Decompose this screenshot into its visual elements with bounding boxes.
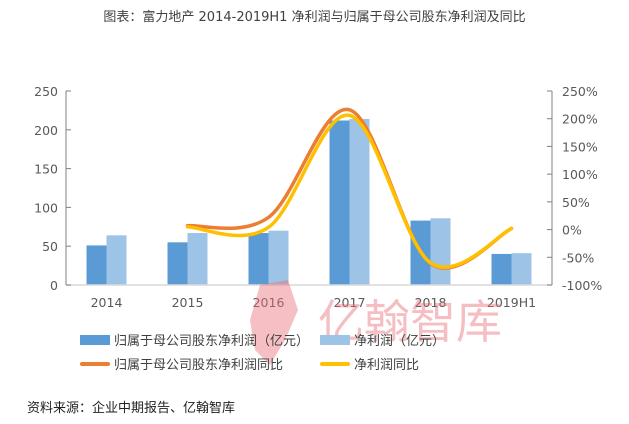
right-axis-tick-label: 150% xyxy=(562,139,598,154)
right-axis-tick-label: -100% xyxy=(562,278,602,293)
right-axis-tick-label: -50% xyxy=(562,250,594,265)
right-axis-tick-label: 0% xyxy=(562,223,582,238)
right-axis-tick-label: 250% xyxy=(562,84,598,99)
legend-label: 归属于母公司股东净利润（亿元） xyxy=(114,334,310,349)
chart-title: 图表：富力地产 2014-2019H1 净利润与归属于母公司股东净利润及同比 xyxy=(103,10,526,25)
source-note: 资料来源：企业中期报告、亿翰智库 xyxy=(27,401,236,416)
left-axis-tick-label: 0 xyxy=(50,278,58,293)
right-axis-tick-label: 100% xyxy=(562,167,598,182)
legend-label: 净利润（亿元） xyxy=(354,334,446,349)
bar xyxy=(106,235,127,285)
bar xyxy=(167,242,188,285)
x-axis-tick-label: 2016 xyxy=(253,295,285,310)
bar xyxy=(268,230,289,285)
left-axis-tick-label: 200 xyxy=(34,123,58,138)
left-axis-tick-label: 50 xyxy=(42,239,58,254)
left-axis-tick-label: 150 xyxy=(34,162,58,177)
bar xyxy=(349,118,370,285)
bar xyxy=(511,253,532,285)
bar xyxy=(491,253,512,285)
legend-label: 净利润同比 xyxy=(354,358,420,373)
line-series xyxy=(185,108,514,270)
legend-item-attributable-profit: 归属于母公司股东净利润（亿元） xyxy=(80,330,309,349)
axes: 0 50 100 150 200 250 -100% -50% 0% 50% 100% 150% 200… xyxy=(34,84,602,310)
bar xyxy=(86,245,107,285)
bar xyxy=(248,233,269,285)
legend-swatch-yellow xyxy=(320,361,350,366)
x-axis-tick-label: 2015 xyxy=(172,295,204,310)
legend-item-attributable-yoy: 归属于母公司股东净利润同比 xyxy=(80,354,283,373)
line-path xyxy=(185,113,514,269)
legend-swatch-light-blue xyxy=(320,334,350,345)
legend-swatch-dark-blue xyxy=(80,334,110,345)
bar xyxy=(430,218,451,285)
x-axis-tick-label: 2018 xyxy=(415,295,447,310)
left-axis-tick-label: 100 xyxy=(34,200,58,215)
x-axis-tick-label: 2014 xyxy=(91,295,123,310)
bar xyxy=(187,233,208,285)
x-axis-tick-label: 2017 xyxy=(334,295,366,310)
bar xyxy=(329,120,350,285)
legend-swatch-orange xyxy=(80,361,110,366)
right-axis-tick-label: 200% xyxy=(562,112,598,127)
x-axis-tick-label: 2019H1 xyxy=(487,295,536,310)
left-axis-tick-label: 250 xyxy=(34,84,58,99)
legend-label: 归属于母公司股东净利润同比 xyxy=(114,358,284,373)
right-axis-tick-label: 50% xyxy=(562,195,590,210)
bar-series xyxy=(86,118,532,285)
legend-item-net-profit: 净利润（亿元） xyxy=(320,330,445,349)
legend-item-net-yoy: 净利润同比 xyxy=(320,354,419,373)
